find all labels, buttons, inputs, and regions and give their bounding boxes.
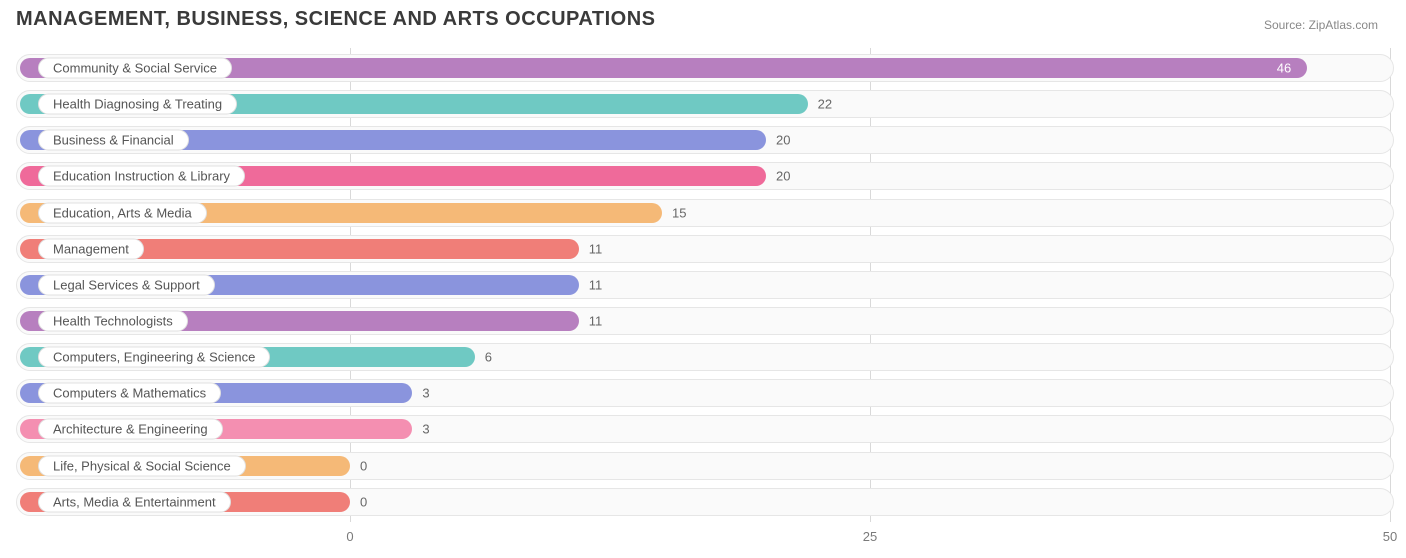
source-label: Source: (1264, 18, 1305, 32)
bar-row: Computers, Engineering & Science 6 (16, 343, 1394, 371)
bar-row: Health Technologists 11 (16, 307, 1394, 335)
bar-value-label: 11 (589, 277, 603, 292)
bar-value-label: 46 (1277, 61, 1291, 76)
chart-container: MANAGEMENT, BUSINESS, SCIENCE AND ARTS O… (16, 8, 1394, 546)
source-attribution: Source: ZipAtlas.com (1264, 18, 1378, 32)
bar-category-label: Health Technologists (38, 311, 188, 332)
bar-value-label: 22 (818, 97, 832, 112)
bar-row: Architecture & Engineering 3 (16, 415, 1394, 443)
bar-value-label: 11 (589, 314, 603, 329)
bar-category-label: Community & Social Service (38, 58, 232, 79)
bar-category-label: Architecture & Engineering (38, 419, 223, 440)
plot-area: 02550 Community & Social Service46Health… (16, 48, 1394, 522)
bar-row: Life, Physical & Social Science 0 (16, 452, 1394, 480)
bar-value-label: 3 (422, 422, 429, 437)
bar-value-label: 15 (672, 205, 686, 220)
bar-category-label: Education, Arts & Media (38, 202, 207, 223)
bar-row: Management 11 (16, 235, 1394, 263)
bar-category-label: Legal Services & Support (38, 274, 215, 295)
bar-row: Arts, Media & Entertainment 0 (16, 488, 1394, 516)
bar-value-label: 6 (485, 350, 492, 365)
bar-row: Health Diagnosing & Treating 22 (16, 90, 1394, 118)
bar-row: Education, Arts & Media 15 (16, 199, 1394, 227)
bar-value-label: 20 (776, 133, 790, 148)
bar-category-label: Computers & Mathematics (38, 383, 221, 404)
bar-value-label: 3 (422, 386, 429, 401)
bar-value-label: 11 (589, 241, 603, 256)
bar-row: Business & Financial 20 (16, 126, 1394, 154)
x-tick-label: 50 (1383, 529, 1397, 544)
bar-row: Legal Services & Support 11 (16, 271, 1394, 299)
bar-row: Education Instruction & Library 20 (16, 162, 1394, 190)
bar-value-label: 0 (360, 494, 367, 509)
x-tick-label: 25 (863, 529, 877, 544)
bar-category-label: Life, Physical & Social Science (38, 455, 246, 476)
bar-category-label: Education Instruction & Library (38, 166, 245, 187)
x-tick-label: 0 (346, 529, 353, 544)
bar-category-label: Business & Financial (38, 130, 189, 151)
bar-value-label: 0 (360, 458, 367, 473)
bar-category-label: Health Diagnosing & Treating (38, 94, 237, 115)
bar-row: Computers & Mathematics 3 (16, 379, 1394, 407)
bar-category-label: Computers, Engineering & Science (38, 347, 270, 368)
chart-title: MANAGEMENT, BUSINESS, SCIENCE AND ARTS O… (16, 8, 1394, 31)
bars-group: Community & Social Service 46 Health Diagn… (16, 48, 1394, 522)
bar-value-label: 20 (776, 169, 790, 184)
bar-category-label: Arts, Media & Entertainment (38, 491, 231, 512)
bar-category-label: Management (38, 238, 144, 259)
source-name: ZipAtlas.com (1309, 18, 1378, 32)
bar-row: Community & Social Service 46 (16, 54, 1394, 82)
